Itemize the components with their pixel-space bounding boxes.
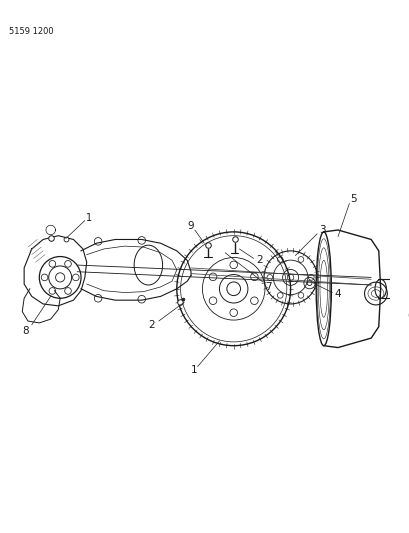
Text: 3: 3 — [319, 225, 325, 235]
Text: 6: 6 — [406, 311, 409, 321]
Text: 2: 2 — [255, 255, 262, 265]
Text: 5: 5 — [349, 193, 355, 204]
Text: 1: 1 — [85, 213, 92, 223]
Text: 2: 2 — [148, 320, 154, 330]
Text: 5159 1200: 5159 1200 — [9, 27, 54, 36]
Text: 1: 1 — [190, 365, 197, 375]
Text: 8: 8 — [22, 326, 29, 335]
Text: 4: 4 — [334, 289, 340, 300]
Text: 9: 9 — [187, 221, 194, 231]
Text: 7: 7 — [265, 282, 272, 292]
